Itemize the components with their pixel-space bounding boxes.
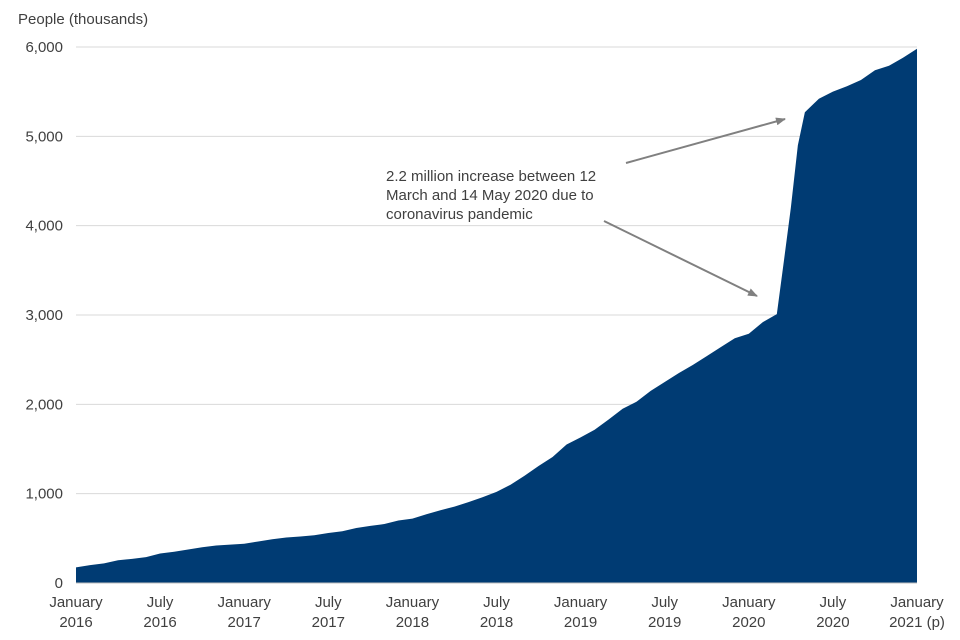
x-tick-label-year: 2020: [732, 614, 765, 631]
series-area-group: [76, 48, 917, 584]
gridlines: 0 1,000 2,000 3,000 4,000 5,000 6,000: [25, 39, 917, 592]
x-tick-label: January: [218, 594, 272, 611]
y-tick-label: 1,000: [25, 486, 63, 503]
x-tick-label-year: 2018: [480, 614, 513, 631]
x-tick-label-year: 2016: [143, 614, 176, 631]
annotation-line-2: March and 14 May 2020 due to: [386, 187, 594, 204]
annotation-arrow-bottom: [603, 220, 758, 297]
x-tick-label: July: [651, 594, 678, 611]
x-tick-label: July: [483, 594, 510, 611]
x-tick-label: July: [147, 594, 174, 611]
x-tick-label: January: [554, 594, 608, 611]
x-tick-label-year: 2021 (p): [889, 614, 945, 631]
x-tick-label: January: [386, 594, 440, 611]
x-tick-label-year: 2017: [228, 614, 261, 631]
annotation-line-3: coronavirus pandemic: [386, 206, 533, 223]
annotation-line-1: 2.2 million increase between 12: [386, 168, 596, 185]
annotation-arrow-top: [625, 117, 786, 164]
x-tick-label: July: [315, 594, 342, 611]
y-tick-label: 4,000: [25, 218, 63, 235]
y-tick-label: 6,000: [25, 39, 63, 56]
x-tick-label-year: 2019: [648, 614, 681, 631]
x-tick-label-year: 2019: [564, 614, 597, 631]
y-tick-label: 2,000: [25, 396, 63, 413]
series-area: [76, 48, 917, 584]
annotation: 2.2 million increase between 12 March an…: [386, 117, 786, 297]
x-tick-label-year: 2020: [816, 614, 849, 631]
axes: January 2016 July 2016 January 2017 July 2017 Ja…: [49, 582, 945, 631]
x-tick-label: January: [49, 594, 103, 611]
y-tick-label: 3,000: [25, 307, 63, 324]
x-tick-label: January: [722, 594, 776, 611]
y-axis-title: People (thousands): [18, 11, 148, 28]
x-tick-label-year: 2018: [396, 614, 429, 631]
x-tick-label-year: 2016: [59, 614, 92, 631]
x-tick-label: January: [890, 594, 944, 611]
x-tick-label: July: [820, 594, 847, 611]
x-tick-label-year: 2017: [312, 614, 345, 631]
y-tick-label: 5,000: [25, 128, 63, 145]
y-tick-label: 0: [55, 575, 63, 592]
